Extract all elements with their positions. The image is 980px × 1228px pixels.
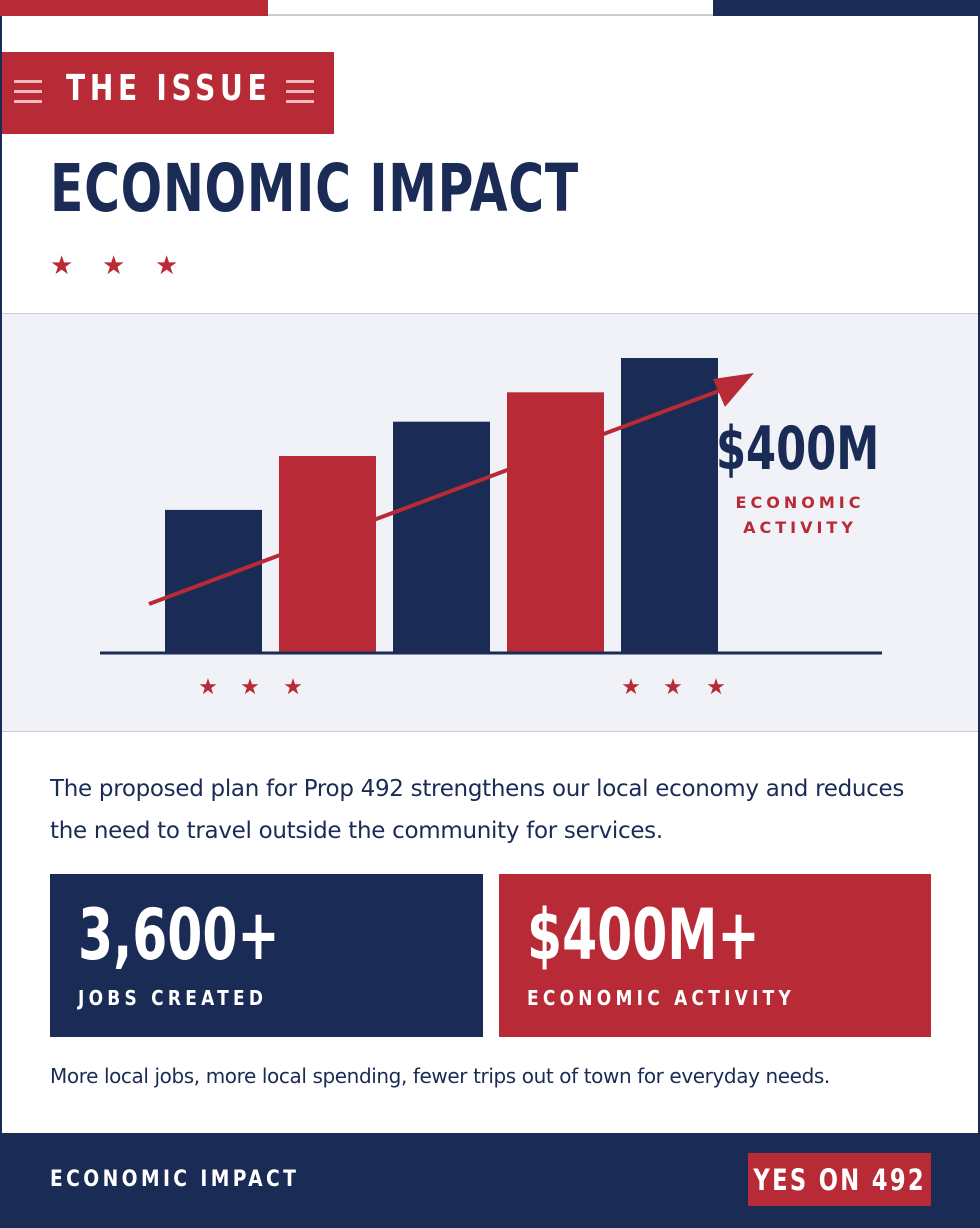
stat-label: JOBS CREATED xyxy=(78,986,268,1010)
menu-icon xyxy=(286,80,314,104)
trend-arrow-icon xyxy=(713,373,754,407)
star-icon: ★ xyxy=(663,675,683,700)
stat-label: ECONOMIC ACTIVITY xyxy=(527,986,796,1010)
top-bar-white-segment xyxy=(268,0,713,16)
chart-bar xyxy=(621,358,718,652)
footnote: More local jobs, more local spending, fe… xyxy=(50,1064,830,1088)
star-icon: ★ xyxy=(50,250,74,280)
section-banner: THE ISSUE xyxy=(2,52,334,134)
highlight-value: $400M xyxy=(716,414,880,484)
star-icon: ★ xyxy=(706,675,726,700)
footer: ECONOMIC IMPACT YES ON 492 xyxy=(0,1133,980,1228)
stat-value: $400M+ xyxy=(527,894,760,976)
star-icon: ★ xyxy=(155,250,179,280)
top-bar-navy-segment xyxy=(713,0,980,16)
trend-line xyxy=(148,384,733,606)
bar-chart: ★ ★ ★ ★ ★ ★ xyxy=(100,358,882,700)
footer-label: ECONOMIC IMPACT xyxy=(50,1167,300,1192)
stat-value: 3,600+ xyxy=(78,894,280,976)
chart-panel: ★ ★ ★ ★ ★ ★ $400M ECONOMIC ACTIVITY xyxy=(2,313,978,732)
section-label: THE ISSUE xyxy=(66,68,272,109)
stat-card-economic-activity: $400M+ ECONOMIC ACTIVITY xyxy=(499,874,931,1037)
top-bar-red-segment xyxy=(0,0,268,16)
stat-card-jobs: 3,600+ JOBS CREATED xyxy=(50,874,483,1037)
star-icon: ★ xyxy=(283,675,303,700)
page-title: ECONOMIC IMPACT xyxy=(50,150,579,227)
chart-bar xyxy=(393,421,490,652)
intro-text: The proposed plan for Prop 492 strengthe… xyxy=(50,776,905,844)
star-icon: ★ xyxy=(621,675,641,700)
star-icon: ★ xyxy=(240,675,260,700)
yes-on-492-button[interactable]: YES ON 492 xyxy=(748,1153,931,1206)
star-icon: ★ xyxy=(102,250,126,280)
chart-bar xyxy=(279,456,376,652)
cta-label: YES ON 492 xyxy=(753,1162,926,1197)
top-color-bar xyxy=(0,0,980,16)
highlight-label: ECONOMIC ACTIVITY xyxy=(735,493,865,537)
menu-icon xyxy=(14,80,42,104)
chart-bar xyxy=(507,392,604,652)
star-icon: ★ xyxy=(198,675,218,700)
title-stars: ★ ★ ★ xyxy=(50,252,190,278)
